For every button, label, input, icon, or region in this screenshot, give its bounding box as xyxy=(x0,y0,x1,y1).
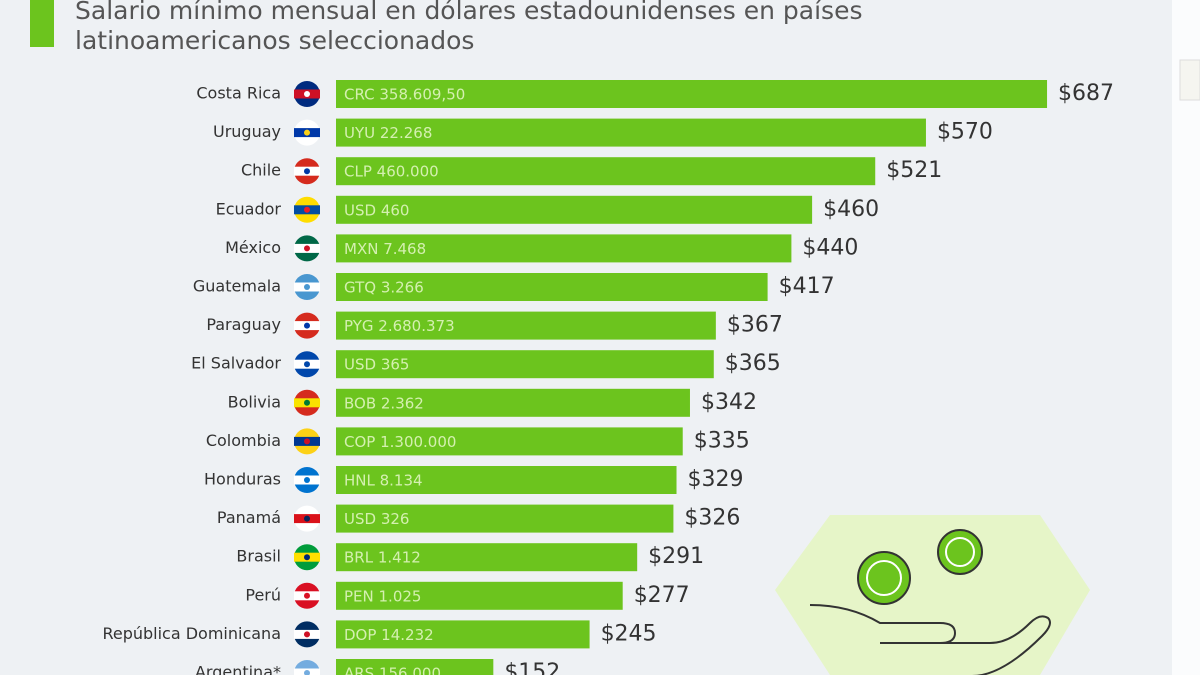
flag-emblem xyxy=(304,168,310,175)
local-currency-label: BRL 1.412 xyxy=(344,549,421,567)
category-label: Guatemala xyxy=(193,277,281,296)
local-currency-label: CLP 460.000 xyxy=(344,163,439,181)
bar xyxy=(336,543,638,572)
bar xyxy=(336,157,876,186)
bar xyxy=(336,80,1048,108)
bar xyxy=(336,581,623,610)
bar xyxy=(336,118,926,147)
bar xyxy=(336,350,714,379)
local-currency-label: PYG 2.680.373 xyxy=(344,317,455,335)
flag-emblem xyxy=(304,477,310,483)
value-label: $367 xyxy=(727,313,783,338)
flag-emblem xyxy=(304,129,310,136)
category-label: Chile xyxy=(241,161,281,180)
value-label: $277 xyxy=(634,583,690,608)
local-currency-label: DOP 14.232 xyxy=(344,626,434,644)
flag-emblem xyxy=(304,322,310,329)
category-label: Paraguay xyxy=(206,315,281,334)
local-currency-label: ARS 156.000 xyxy=(344,665,441,675)
bar xyxy=(336,427,683,456)
category-label: Ecuador xyxy=(216,199,282,218)
value-label: $335 xyxy=(694,428,750,453)
local-currency-label: USD 460 xyxy=(344,201,409,219)
local-currency-label: CRC 358.609,50 xyxy=(344,86,465,104)
title-accent xyxy=(30,0,54,47)
flag-emblem xyxy=(304,399,310,406)
value-label: $152 xyxy=(504,660,560,675)
value-label: $365 xyxy=(725,351,781,376)
flag-emblem xyxy=(304,554,310,561)
flag-emblem xyxy=(304,206,310,213)
category-label: Colombia xyxy=(206,431,281,450)
category-label: México xyxy=(225,238,281,257)
flag-emblem xyxy=(304,438,310,445)
local-currency-label: GTQ 3.266 xyxy=(344,279,424,297)
local-currency-label: USD 326 xyxy=(344,510,409,528)
local-currency-label: MXN 7.468 xyxy=(344,240,426,258)
category-label: Argentina* xyxy=(195,663,281,675)
bar xyxy=(336,311,716,340)
value-label: $329 xyxy=(688,467,744,492)
bar xyxy=(336,504,674,533)
flag-emblem xyxy=(304,361,310,368)
value-label: $440 xyxy=(802,235,858,260)
category-label: El Salvador xyxy=(191,354,281,373)
value-label: $291 xyxy=(648,544,704,569)
flag-emblem xyxy=(304,515,310,522)
local-currency-label: USD 365 xyxy=(344,356,409,374)
value-label: $687 xyxy=(1058,81,1114,106)
category-label: Uruguay xyxy=(213,122,281,141)
side-card xyxy=(1179,59,1200,101)
value-label: $342 xyxy=(701,390,757,415)
category-label: Panamá xyxy=(217,508,281,527)
local-currency-label: COP 1.300.000 xyxy=(344,433,456,451)
chart-title: Salario mínimo mensual en dólares estado… xyxy=(75,0,863,55)
value-label: $460 xyxy=(823,197,879,222)
bar xyxy=(336,234,792,263)
flag-emblem xyxy=(304,670,310,675)
bar xyxy=(336,273,768,301)
local-currency-label: UYU 22.268 xyxy=(344,124,432,142)
flag-emblem xyxy=(304,631,310,638)
value-label: $521 xyxy=(886,158,942,183)
flag-emblem xyxy=(304,91,310,97)
bar xyxy=(336,466,677,494)
category-label: Costa Rica xyxy=(196,84,281,103)
category-label: Bolivia xyxy=(228,392,281,411)
category-label: Honduras xyxy=(204,470,281,489)
category-label: Brasil xyxy=(236,547,281,566)
bar xyxy=(336,659,494,675)
local-currency-label: BOB 2.362 xyxy=(344,394,424,412)
local-currency-label: HNL 8.134 xyxy=(344,472,423,490)
bar xyxy=(336,195,813,224)
side-panel xyxy=(1172,0,1200,675)
flag-emblem xyxy=(304,245,310,252)
bar xyxy=(336,388,690,417)
flag-emblem xyxy=(304,592,310,599)
local-currency-label: PEN 1.025 xyxy=(344,587,421,605)
illustration-bg xyxy=(775,515,1090,675)
value-label: $245 xyxy=(601,621,657,646)
category-label: Perú xyxy=(245,585,281,604)
value-label: $570 xyxy=(937,120,993,145)
value-label: $417 xyxy=(779,274,835,299)
value-label: $326 xyxy=(684,506,740,531)
flag-emblem xyxy=(304,284,310,290)
bar xyxy=(336,620,590,649)
illustration xyxy=(809,529,1051,675)
category-label: República Dominicana xyxy=(102,624,281,643)
